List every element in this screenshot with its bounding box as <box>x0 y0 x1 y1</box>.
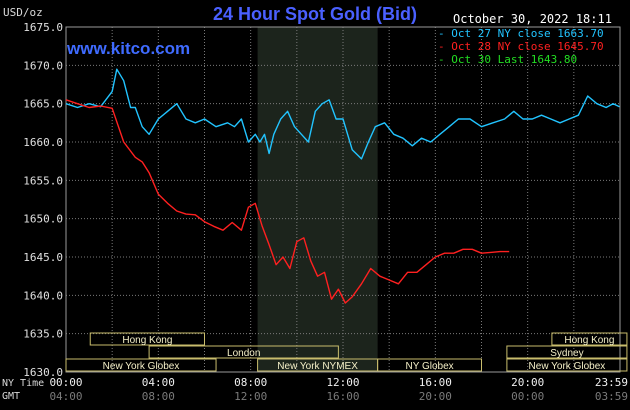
market-sessions-layer: Hong Kong London New York Globex New York N… <box>65 332 628 372</box>
y-axis-ticks: 1630.0 1635.0 1640.0 1645.0 1650.0 1655.0 1660… <box>23 21 63 379</box>
series-layer <box>65 68 620 304</box>
market-session-box <box>65 358 217 372</box>
market-session-label: Sydney <box>550 348 583 359</box>
market-session-label: Hong Kong <box>564 335 614 346</box>
x-tick-label-gmt: 04:00 <box>49 390 82 403</box>
market-session-box <box>506 345 628 359</box>
plot-frame <box>65 26 621 373</box>
x-tick-label-ny: 23:59 <box>595 376 628 389</box>
market-session-box <box>89 332 205 346</box>
chart-datetime: October 30, 2022 18:11 <box>453 12 612 26</box>
y-tick-label: 1665.0 <box>23 98 63 111</box>
chart-legend: - Oct 27 NY close 1663.70 - Oct 28 NY cl… <box>438 27 604 66</box>
market-session-label: New York Globex <box>529 361 606 372</box>
legend-entry-oct30: - Oct 30 Last 1643.80 <box>438 53 578 66</box>
y-axis-unit: USD/oz <box>3 6 43 19</box>
market-session-box <box>551 332 628 346</box>
series-line-oct-27 <box>65 68 620 160</box>
legend-entry-oct27: - Oct 27 NY close 1663.70 <box>438 27 604 40</box>
market-session-box <box>506 358 628 372</box>
series-line-oct-28 <box>65 99 510 304</box>
x-tick-label-gmt: 00:00 <box>511 390 544 403</box>
x-tick-label-ny: 20:00 <box>511 376 544 389</box>
y-tick-label: 1635.0 <box>23 328 63 341</box>
x-tick-label-ny: 08:00 <box>234 376 267 389</box>
market-session-label: New York NYMEX <box>277 361 358 372</box>
market-session-label: Hong Kong <box>122 335 172 346</box>
ny-session-shade <box>257 27 378 372</box>
y-tick-label: 1640.0 <box>23 289 63 302</box>
x-tick-label-ny: 00:00 <box>49 376 82 389</box>
y-tick-label: 1675.0 <box>23 21 63 34</box>
market-session-box <box>148 345 339 359</box>
legend-entry-oct28: - Oct 28 NY close 1645.70 <box>438 40 604 53</box>
market-session-label: New York Globex <box>103 361 180 372</box>
y-tick-label: 1655.0 <box>23 174 63 187</box>
market-session-box <box>377 358 482 372</box>
x-tick-label-gmt: 12:00 <box>234 390 267 403</box>
brand-link[interactable]: www.kitco.com <box>67 39 191 58</box>
ny-time-label: NY Time <box>2 378 45 389</box>
y-tick-label: 1670.0 <box>23 59 63 72</box>
x-tick-label-ny: 12:00 <box>326 376 359 389</box>
x-tick-label-ny: 16:00 <box>419 376 452 389</box>
x-tick-label-gmt: 20:00 <box>419 390 452 403</box>
grid-layer <box>65 26 621 373</box>
y-tick-label: 1645.0 <box>23 251 63 264</box>
x-tick-label-ny: 04:00 <box>142 376 175 389</box>
chart-title: 24 Hour Spot Gold (Bid) <box>213 4 417 24</box>
x-tick-label-gmt: 08:00 <box>142 390 175 403</box>
x-tick-label-gmt: 03:59 <box>595 390 628 403</box>
gmt-label: GMT <box>2 391 21 402</box>
y-tick-label: 1650.0 <box>23 213 63 226</box>
ny-session-shade-layer <box>257 27 378 372</box>
y-tick-label: 1630.0 <box>23 366 63 379</box>
market-session-label: London <box>227 348 260 359</box>
x-tick-label-gmt: 16:00 <box>326 390 359 403</box>
y-tick-label: 1660.0 <box>23 136 63 149</box>
market-session-label: NY Globex <box>405 361 453 372</box>
x-axis-ticks: 00:0004:0004:0008:0008:0012:0012:0016:00… <box>49 376 628 403</box>
